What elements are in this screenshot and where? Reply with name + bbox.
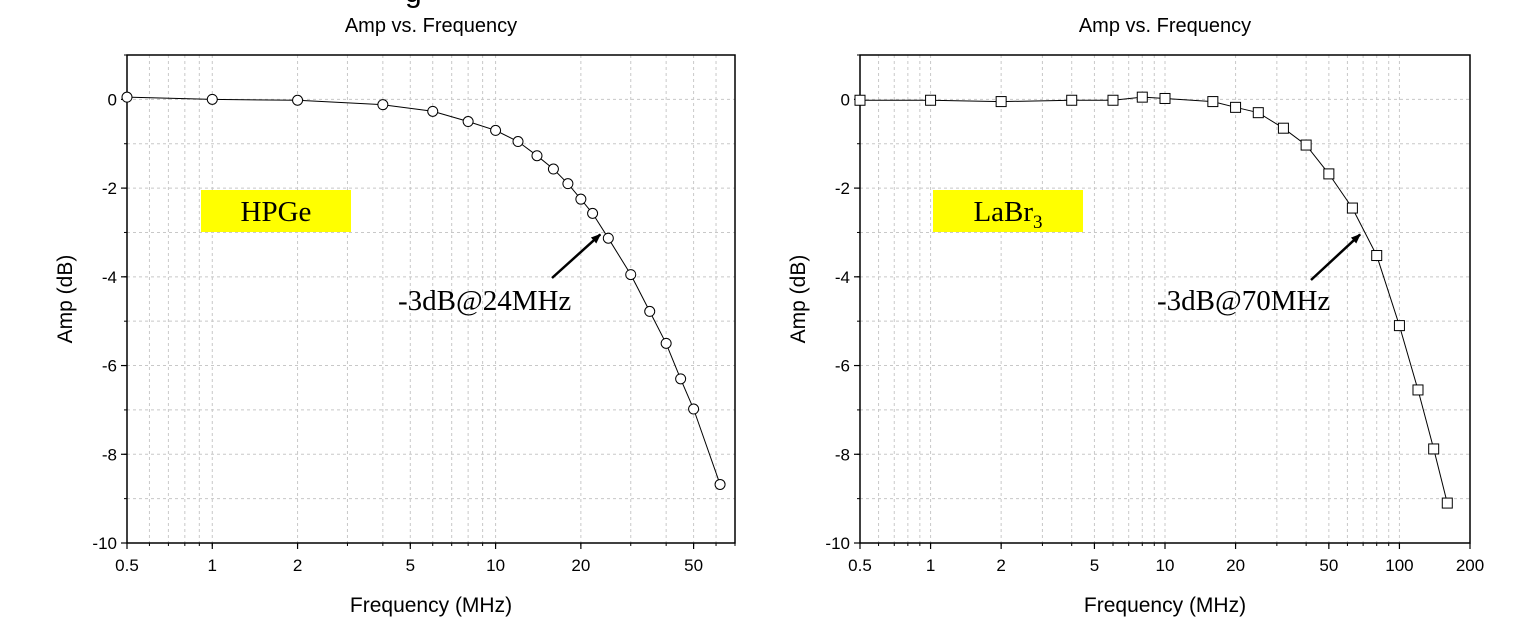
y-tick-label: 0 (841, 90, 850, 109)
data-point (427, 105, 439, 117)
x-tick-label: 100 (1385, 556, 1413, 575)
data-point (531, 150, 543, 162)
data-point (1066, 94, 1078, 106)
data-point (1346, 202, 1358, 214)
y-tick-label: -10 (825, 534, 850, 553)
data-point (512, 136, 524, 148)
data-point (1371, 250, 1383, 262)
data-point (1323, 168, 1335, 180)
detector-label-box (201, 190, 351, 232)
x-tick-label: 50 (684, 556, 703, 575)
plot-frame (126, 54, 736, 544)
data-point (1207, 96, 1219, 108)
data-point (1428, 443, 1440, 455)
y-tick-label: -6 (102, 357, 117, 376)
y-tick-label: -2 (102, 179, 117, 198)
data-point (490, 124, 502, 136)
x-tick-label: 50 (1319, 556, 1338, 575)
data-point (292, 94, 304, 106)
data-point (1300, 139, 1312, 151)
x-tick-label: 5 (406, 556, 415, 575)
y-axis-label: Amp (dB) (787, 255, 810, 344)
data-point (377, 99, 389, 111)
plot-area (127, 55, 735, 543)
data-point (625, 269, 637, 281)
detector-label: LaBr3 (973, 196, 1042, 233)
y-tick-label: -2 (835, 179, 850, 198)
data-point (1159, 92, 1171, 104)
data-point (660, 337, 672, 349)
annotation-arrow (551, 233, 602, 279)
data-point (602, 232, 614, 244)
data-point (547, 163, 559, 175)
data-point (1252, 107, 1264, 119)
x-tick-label: 1 (926, 556, 935, 575)
y-tick-label: -6 (835, 357, 850, 376)
annotation-arrow (1310, 233, 1361, 281)
data-point (206, 93, 218, 105)
x-tick-label: 2 (996, 556, 1005, 575)
detector-label-box (933, 190, 1083, 232)
data-point (587, 207, 599, 219)
x-tick-label: 200 (1456, 556, 1484, 575)
y-tick-label: -10 (92, 534, 117, 553)
cutoff-annotation: -3dB@70MHz (1157, 285, 1330, 317)
x-tick-label: 2 (293, 556, 302, 575)
data-point (995, 96, 1007, 108)
x-tick-label: 10 (486, 556, 505, 575)
series-line (126, 96, 721, 485)
data-point (1393, 320, 1405, 332)
data-point (121, 91, 133, 103)
y-tick-label: -4 (102, 268, 117, 287)
plot-area (860, 55, 1470, 543)
data-point (714, 478, 726, 490)
data-point (854, 94, 866, 106)
y-tick-label: 0 (108, 90, 117, 109)
detector-label: HPGe (241, 196, 312, 228)
x-tick-label: 1 (208, 556, 217, 575)
header-text-fragment: g (405, 0, 422, 8)
x-tick-label: 5 (1090, 556, 1099, 575)
data-point (644, 305, 656, 317)
x-tick-label: 0.5 (115, 556, 139, 575)
data-point (675, 373, 687, 385)
data-point (1230, 101, 1242, 113)
y-tick-label: -8 (835, 445, 850, 464)
x-tick-label: 20 (571, 556, 590, 575)
x-tick-label: 10 (1156, 556, 1175, 575)
data-point (925, 94, 937, 106)
data-point (562, 178, 574, 190)
data-point (1136, 91, 1148, 103)
chart-title: Amp vs. Frequency (345, 15, 517, 37)
detector-label-subscript: 3 (1033, 212, 1043, 233)
x-axis-label: Frequency (MHz) (1084, 594, 1246, 617)
chart-1: 0.5 1 2 5 10 20 50 0 -2 -4 -6 -8 -10 Amp vs. Frequenc… (54, 15, 736, 617)
data-point (688, 403, 700, 415)
y-tick-label: -8 (102, 445, 117, 464)
chart-2: 0.5 1 2 5 10 20 50 100 200 0 -2 -4 -6 -8 -10 Amp vs. Fr… (787, 15, 1484, 617)
data-point (1441, 497, 1453, 509)
cutoff-annotation: -3dB@24MHz (398, 285, 571, 317)
data-point (575, 193, 587, 205)
data-point (462, 116, 474, 128)
x-tick-label: 0.5 (848, 556, 872, 575)
y-axis-label: Amp (dB) (54, 255, 77, 344)
data-point (1107, 94, 1119, 106)
chart-title: Amp vs. Frequency (1079, 15, 1251, 37)
data-point (1277, 122, 1289, 134)
x-axis-label: Frequency (MHz) (350, 594, 512, 617)
x-tick-label: 20 (1226, 556, 1245, 575)
y-tick-label: -4 (835, 268, 850, 287)
data-point (1412, 384, 1424, 396)
